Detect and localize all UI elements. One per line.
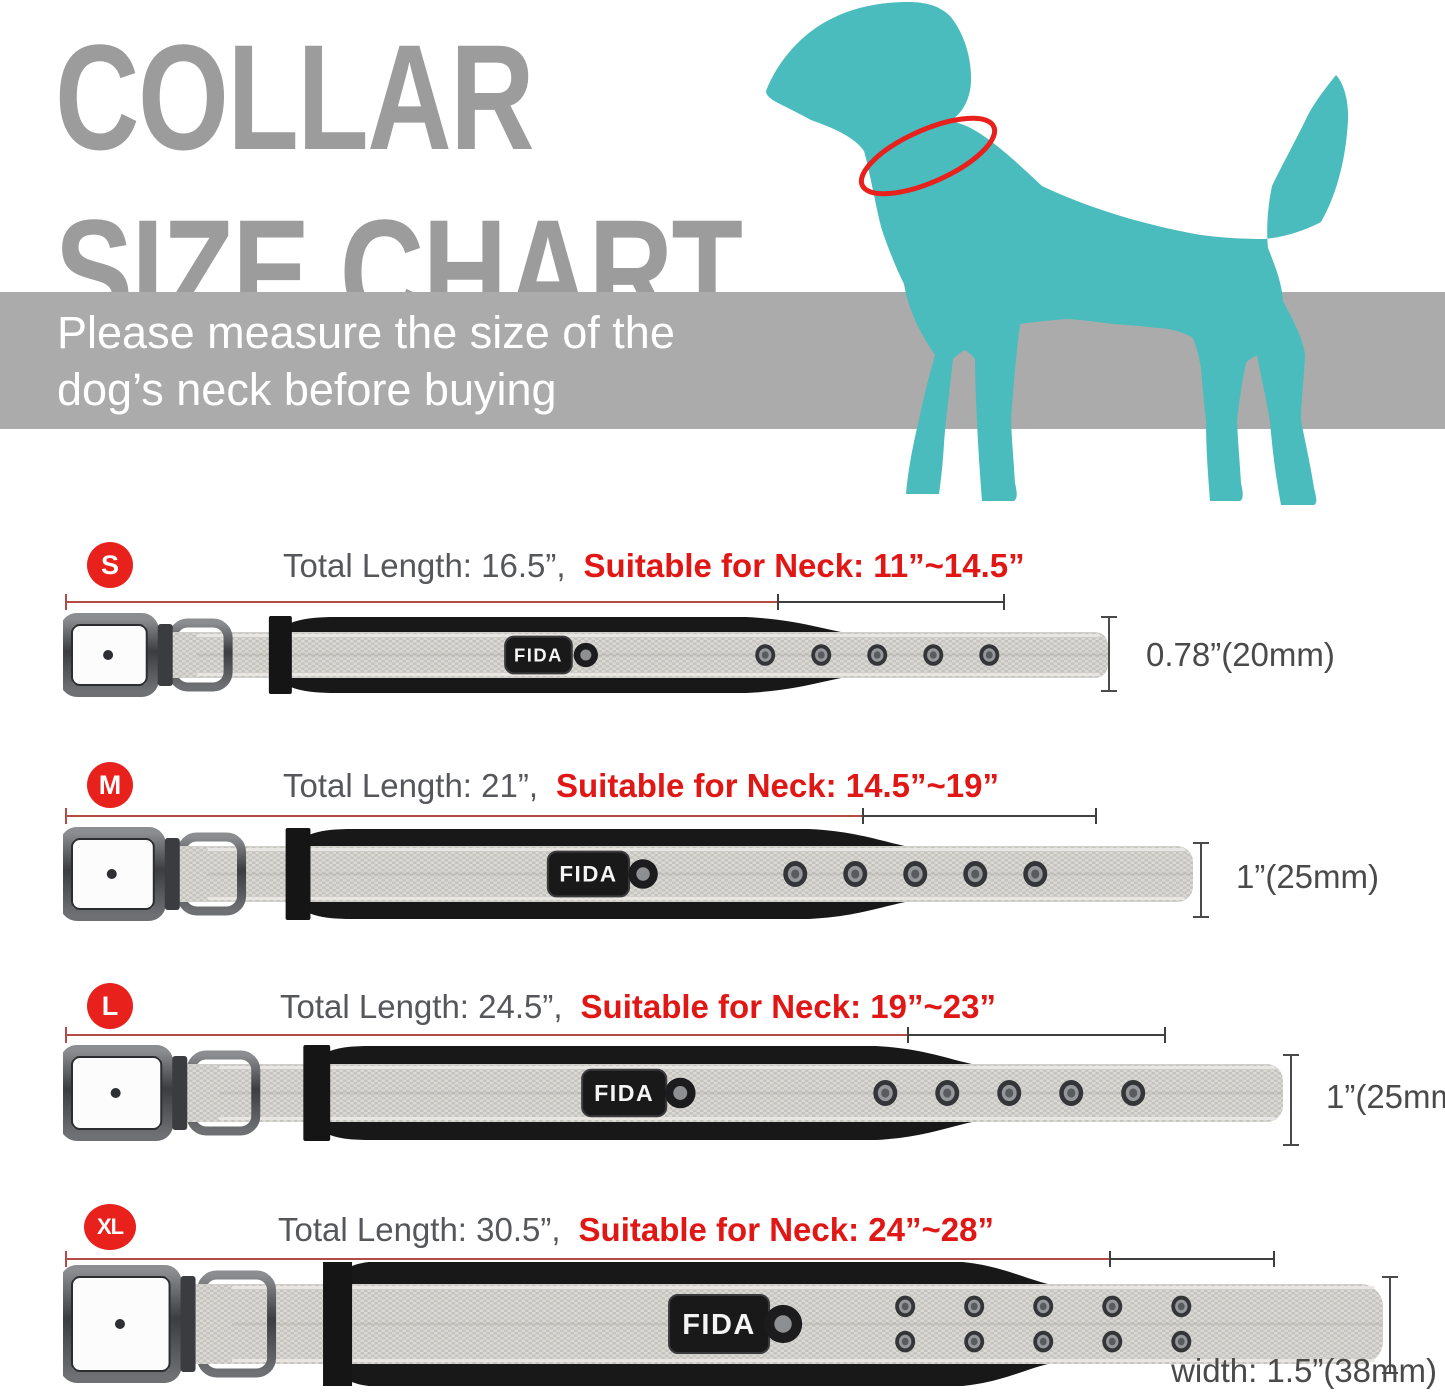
fabric-band bbox=[303, 1045, 331, 1141]
ruler-segment-dark bbox=[1110, 1258, 1275, 1260]
width-indicator bbox=[1283, 1054, 1299, 1146]
page-title-line1: COLLAR bbox=[55, 13, 535, 181]
size-badge-m: M bbox=[87, 762, 133, 808]
ruler-tick bbox=[1273, 1251, 1275, 1267]
width-indicator bbox=[1382, 1276, 1398, 1374]
total-length-label: Total Length: 16.5”, bbox=[283, 547, 566, 584]
total-length-label: Total Length: 24.5”, bbox=[280, 988, 563, 1025]
neck-range-label: Suitable for Neck: 14.5”~19” bbox=[556, 767, 999, 804]
collar-image-s: FIDA bbox=[60, 610, 1108, 705]
size-badge-s: S bbox=[87, 542, 133, 588]
length-ruler bbox=[0, 594, 1445, 610]
brand-label-text: FIDA bbox=[559, 862, 617, 887]
brand-label bbox=[504, 635, 573, 675]
ruler-tick bbox=[1095, 808, 1097, 824]
width-indicator bbox=[1101, 616, 1117, 692]
ruler-segment-red bbox=[66, 1034, 908, 1036]
ruler-segment-dark bbox=[778, 601, 1005, 603]
collar-image-l: FIDA bbox=[60, 1042, 1283, 1149]
ruler-tick bbox=[1003, 594, 1005, 610]
total-length-label: Total Length: 21”, bbox=[283, 767, 539, 804]
collar-webbing bbox=[115, 632, 1108, 678]
dog-silhouette bbox=[766, 2, 1349, 505]
collar-image-m: FIDA bbox=[60, 824, 1193, 929]
length-ruler bbox=[0, 1251, 1445, 1267]
neck-range-label: Suitable for Neck: 24”~28” bbox=[578, 1211, 994, 1248]
fabric-band bbox=[323, 1260, 353, 1388]
brand-label-text: FIDA bbox=[514, 644, 563, 665]
ruler-segment-dark bbox=[863, 815, 1097, 817]
collar-image-xl: FIDA bbox=[60, 1260, 1383, 1391]
ruler-tick bbox=[65, 1027, 67, 1043]
size-badge-xl: XL bbox=[84, 1204, 136, 1250]
collar-svg: FIDA bbox=[60, 827, 1193, 921]
collar-webbing bbox=[124, 1064, 1283, 1122]
dog-body bbox=[766, 2, 1349, 505]
metal-keeper bbox=[157, 624, 173, 686]
neck-range-label: Suitable for Neck: 11”~14.5” bbox=[583, 547, 1025, 584]
metal-keeper bbox=[164, 838, 180, 910]
size-badge-l: L bbox=[87, 983, 133, 1029]
width-label: 1”(25mm) bbox=[1236, 858, 1380, 895]
ruler-tick bbox=[1109, 1251, 1111, 1267]
brand-label-text: FIDA bbox=[594, 1080, 654, 1106]
collar-svg: FIDA bbox=[60, 613, 1108, 697]
width-label: 1”(25mm) bbox=[1326, 1078, 1445, 1115]
ruler-tick bbox=[1164, 1027, 1166, 1043]
fabric-band bbox=[285, 828, 311, 920]
metal-keeper bbox=[180, 1276, 196, 1372]
ruler-tick bbox=[65, 594, 67, 610]
measure-note-line1: Please measure the size of the bbox=[57, 307, 675, 358]
ruler-segment-dark bbox=[908, 1034, 1166, 1036]
ruler-segment-red bbox=[66, 1258, 1110, 1260]
collar-svg: FIDA bbox=[60, 1045, 1283, 1141]
neck-range-label: Suitable for Neck: 19”~23” bbox=[580, 988, 996, 1025]
width-indicator bbox=[1193, 842, 1209, 918]
measure-note-text: Please measure the size of the dog’s nec… bbox=[57, 304, 675, 418]
collar-svg: FIDA bbox=[60, 1260, 1383, 1388]
ruler-tick bbox=[862, 808, 864, 824]
ruler-tick bbox=[777, 594, 779, 610]
metal-keeper bbox=[172, 1056, 188, 1130]
ruler-tick bbox=[65, 808, 67, 824]
ruler-segment-red bbox=[66, 815, 863, 817]
brand-label-text: FIDA bbox=[682, 1309, 756, 1341]
neck-measure-ring bbox=[858, 115, 998, 197]
ruler-tick bbox=[907, 1027, 909, 1043]
length-ruler bbox=[0, 1027, 1445, 1043]
fabric-band bbox=[268, 616, 292, 694]
width-label: 0.78”(20mm) bbox=[1146, 636, 1335, 673]
width-label: width: 1.5”(38mm) bbox=[1171, 1352, 1437, 1389]
total-length-label: Total Length: 30.5”, bbox=[278, 1211, 561, 1248]
ruler-segment-red bbox=[66, 601, 778, 603]
ruler-tick bbox=[65, 1251, 67, 1267]
measure-note-line2: dog’s neck before buying bbox=[57, 364, 557, 415]
length-ruler bbox=[0, 808, 1445, 824]
